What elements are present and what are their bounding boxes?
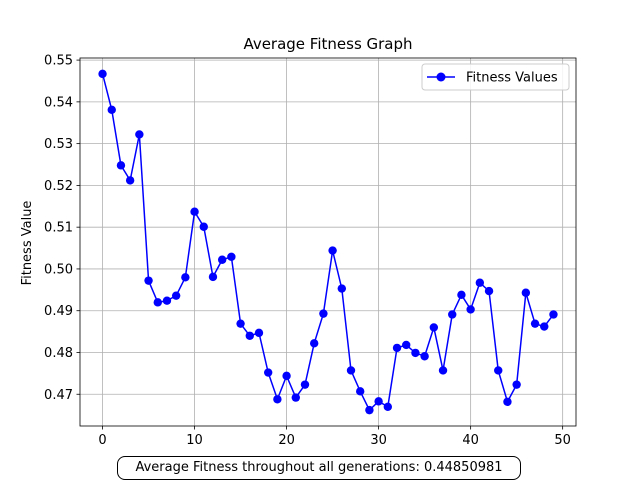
data-point (254, 328, 264, 338)
data-point (521, 288, 531, 297)
data-point (217, 255, 227, 264)
y-tick-label: 0.55 (44, 54, 73, 69)
data-point (236, 319, 245, 328)
x-tick-label: 0 (98, 433, 106, 448)
data-point (135, 130, 144, 139)
data-point (153, 298, 162, 307)
data-point (356, 387, 365, 396)
data-point (346, 366, 356, 375)
grid (80, 58, 576, 426)
data-point (420, 352, 429, 361)
legend-box (421, 63, 570, 91)
data-point (448, 310, 457, 319)
legend-marker (436, 72, 446, 82)
data-point (475, 278, 485, 287)
data-point (227, 252, 236, 262)
legend: Fitness Values (421, 63, 570, 91)
y-tick-label: 0.48 (44, 346, 73, 361)
data-point (457, 290, 466, 300)
data-point (494, 366, 503, 375)
y-axis-label: Fitness Value (20, 201, 35, 286)
x-tick-label: 40 (462, 433, 479, 448)
data-point (374, 397, 383, 406)
data-point (208, 272, 218, 282)
x-tick-label: 50 (554, 433, 571, 448)
data-point (549, 310, 558, 319)
average-fitness-box: Average Fitness throughout all generatio… (117, 456, 521, 480)
data-point (273, 395, 282, 404)
legend-label: Fitness Values (466, 71, 558, 86)
x-tick-label: 20 (278, 433, 295, 448)
data-point (530, 319, 540, 328)
data-point (392, 343, 402, 353)
data-point (116, 161, 126, 170)
data-point (328, 246, 337, 255)
y-tick-label: 0.51 (44, 221, 73, 236)
data-point (291, 393, 300, 402)
data-point (190, 207, 199, 216)
y-tick-label: 0.52 (44, 179, 73, 194)
series-line (101, 73, 555, 412)
data-point (300, 380, 310, 389)
y-tick-label: 0.49 (44, 304, 73, 319)
data-point (162, 296, 172, 305)
x-tick-label: 10 (186, 433, 203, 448)
data-point (411, 348, 420, 358)
series-layer (98, 69, 558, 415)
y-tick-label: 0.47 (44, 388, 73, 403)
chart-title: Average Fitness Graph (243, 35, 412, 53)
data-point (512, 380, 521, 389)
y-tick-label: 0.53 (44, 137, 73, 152)
data-point (245, 331, 254, 340)
data-point (181, 273, 190, 282)
data-point (402, 340, 411, 350)
data-point (365, 405, 374, 415)
data-point (282, 371, 291, 381)
plot-frame (79, 57, 577, 427)
data-point (484, 286, 494, 296)
data-point (98, 69, 107, 79)
data-point (309, 339, 319, 348)
y-tick-label: 0.54 (44, 95, 73, 110)
data-point (144, 276, 153, 285)
data-point (503, 397, 512, 406)
data-point (337, 284, 347, 293)
data-point (263, 368, 273, 377)
data-point (383, 402, 393, 411)
data-point (171, 291, 181, 300)
x-tick-label: 30 (370, 433, 387, 448)
y-tick-label: 0.50 (44, 262, 73, 277)
data-point (107, 105, 116, 114)
data-point (466, 305, 475, 314)
data-point (199, 222, 208, 231)
data-point (125, 176, 135, 185)
data-point (319, 309, 328, 318)
average-fitness-text: Average Fitness throughout all generatio… (135, 460, 503, 475)
axes: 0 10 20 30 40 50 0.47 0.48 0.49 0.50 0.51 0.52 0.53 0… (44, 54, 577, 448)
data-point (540, 322, 549, 331)
data-point (429, 323, 439, 332)
data-point (438, 366, 448, 375)
